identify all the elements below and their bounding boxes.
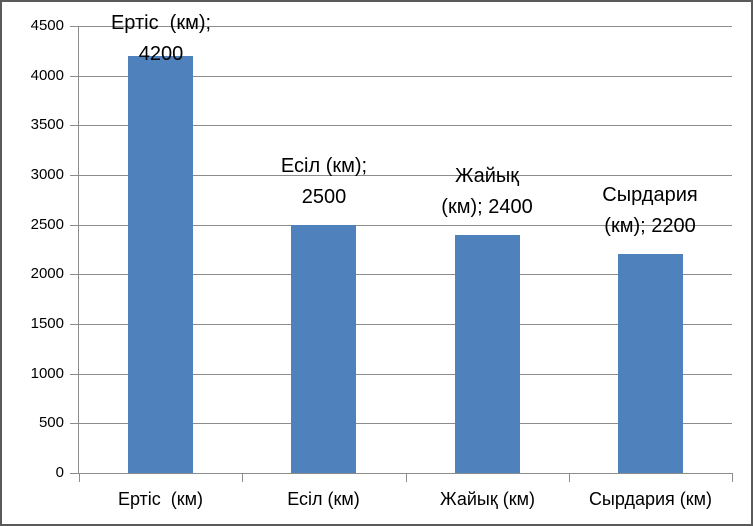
y-axis-tick-label: 1000 xyxy=(30,365,64,382)
y-axis-tick xyxy=(70,324,79,325)
bar-data-label: Есіл (км); 2500 xyxy=(214,151,434,213)
bar-data-label-line: Жайық xyxy=(454,165,520,187)
y-axis-tick-label: 4500 xyxy=(30,17,64,34)
y-axis-tick xyxy=(70,175,79,176)
y-axis-tick xyxy=(70,26,79,27)
x-axis-category-label: Есіл (км) xyxy=(287,489,360,509)
major-gridline xyxy=(79,274,732,275)
major-gridline xyxy=(79,76,732,77)
bar xyxy=(618,254,683,473)
bar xyxy=(455,235,520,473)
y-axis-tick xyxy=(70,125,79,126)
major-gridline xyxy=(79,125,732,126)
bar-data-label: Ертіс (км); 4200 xyxy=(51,8,271,70)
y-axis-tick-label: 500 xyxy=(38,414,64,431)
y-axis-tick-label: 2000 xyxy=(30,265,64,282)
major-gridline xyxy=(79,225,732,226)
y-axis-tick xyxy=(70,374,79,375)
major-gridline xyxy=(79,26,732,27)
x-axis-tick xyxy=(406,473,407,482)
bar xyxy=(128,56,193,473)
y-axis-tick-label: 4000 xyxy=(30,67,64,84)
bar-data-label-line: Есіл (км); xyxy=(280,155,368,177)
bar-data-label-line: (км); 2200 xyxy=(604,215,696,237)
bar-data-label-line: 2500 xyxy=(301,186,347,208)
bar-data-label-line: 4200 xyxy=(138,43,184,65)
bar-data-label-line: Сырдария xyxy=(602,184,698,206)
bar-data-label-line: (км); 2400 xyxy=(441,196,533,218)
y-axis-tick-label: 2500 xyxy=(30,216,64,233)
x-axis-tick xyxy=(732,473,733,482)
bar xyxy=(291,225,356,473)
x-axis-tick xyxy=(79,473,80,482)
y-axis-tick xyxy=(70,423,79,424)
major-gridline xyxy=(79,175,732,176)
y-axis-tick xyxy=(70,473,79,474)
bar-data-label: Жайық (км); 2400 xyxy=(377,161,597,223)
y-axis-tick-label: 1500 xyxy=(30,315,64,332)
x-axis-category-label: Ертіс (км) xyxy=(117,489,204,509)
x-axis-category-label: Жайық (км) xyxy=(440,489,535,509)
x-axis xyxy=(79,473,732,474)
major-gridline xyxy=(79,423,732,424)
y-axis-tick xyxy=(70,76,79,77)
bar-data-label-line: Ертіс (км); xyxy=(110,12,212,34)
y-axis xyxy=(78,26,79,473)
y-axis-tick-label: 3000 xyxy=(30,166,64,183)
bar-data-label: Сырдария (км); 2200 xyxy=(540,180,751,242)
y-axis-tick-label: 3500 xyxy=(30,116,64,133)
y-axis-tick xyxy=(70,274,79,275)
y-axis-tick-label: 0 xyxy=(55,464,64,481)
major-gridline xyxy=(79,324,732,325)
y-axis-tick xyxy=(70,225,79,226)
major-gridline xyxy=(79,374,732,375)
x-axis-tick xyxy=(242,473,243,482)
x-axis-category-label: Сырдария (км) xyxy=(588,489,713,509)
x-axis-tick xyxy=(569,473,570,482)
